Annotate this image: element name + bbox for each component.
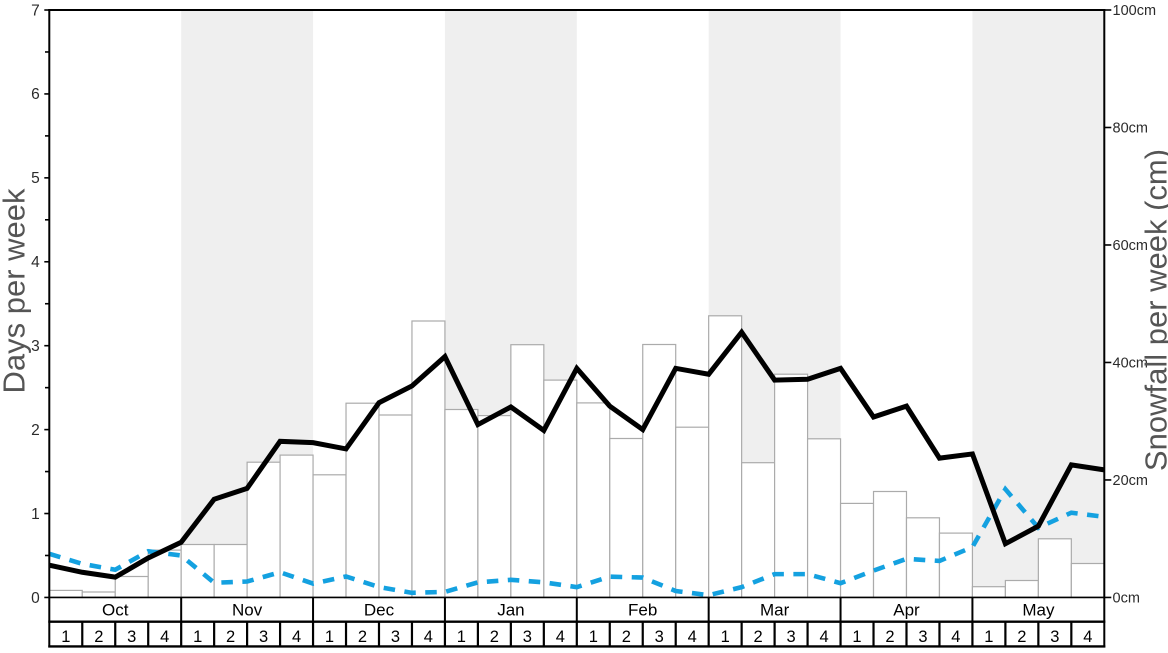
svg-text:2: 2 xyxy=(94,628,103,646)
svg-text:3: 3 xyxy=(391,628,400,646)
svg-text:1: 1 xyxy=(31,506,40,523)
svg-text:May: May xyxy=(1022,601,1055,620)
svg-text:4: 4 xyxy=(688,628,697,646)
svg-text:3: 3 xyxy=(787,628,796,646)
svg-text:0: 0 xyxy=(31,590,40,607)
svg-text:1: 1 xyxy=(721,628,730,646)
svg-text:3: 3 xyxy=(918,628,927,646)
svg-text:4: 4 xyxy=(160,628,169,646)
svg-text:5: 5 xyxy=(31,170,40,187)
svg-text:3: 3 xyxy=(127,628,136,646)
svg-text:1: 1 xyxy=(325,628,334,646)
svg-text:Feb: Feb xyxy=(628,601,657,620)
svg-text:2: 2 xyxy=(490,628,499,646)
svg-text:3: 3 xyxy=(259,628,268,646)
svg-text:7: 7 xyxy=(31,2,40,19)
svg-text:3: 3 xyxy=(655,628,664,646)
svg-text:4: 4 xyxy=(820,628,829,646)
svg-text:1: 1 xyxy=(589,628,598,646)
svg-text:1: 1 xyxy=(984,628,993,646)
svg-text:100cm: 100cm xyxy=(1113,3,1157,19)
svg-text:2: 2 xyxy=(754,628,763,646)
svg-text:4: 4 xyxy=(556,628,565,646)
svg-text:0cm: 0cm xyxy=(1113,591,1140,607)
svg-text:4: 4 xyxy=(951,628,960,646)
svg-text:Days per week: Days per week xyxy=(0,188,32,394)
svg-text:Mar: Mar xyxy=(760,601,790,620)
svg-text:2: 2 xyxy=(31,422,40,439)
svg-text:2: 2 xyxy=(358,628,367,646)
svg-text:1: 1 xyxy=(193,628,202,646)
svg-text:3: 3 xyxy=(523,628,532,646)
svg-text:2: 2 xyxy=(226,628,235,646)
svg-text:20cm: 20cm xyxy=(1113,473,1148,489)
svg-text:4: 4 xyxy=(31,254,40,271)
svg-text:Dec: Dec xyxy=(364,601,395,620)
svg-text:2: 2 xyxy=(885,628,894,646)
svg-text:Jan: Jan xyxy=(497,601,524,620)
svg-text:80cm: 80cm xyxy=(1113,121,1148,137)
svg-text:Apr: Apr xyxy=(893,601,920,620)
svg-text:6: 6 xyxy=(31,86,40,103)
svg-text:3: 3 xyxy=(31,338,40,355)
svg-text:2: 2 xyxy=(622,628,631,646)
svg-text:Snowfall per week (cm): Snowfall per week (cm) xyxy=(1139,149,1168,471)
svg-text:4: 4 xyxy=(424,628,433,646)
svg-text:4: 4 xyxy=(292,628,301,646)
svg-text:Nov: Nov xyxy=(232,601,263,620)
svg-text:3: 3 xyxy=(1050,628,1059,646)
svg-text:1: 1 xyxy=(852,628,861,646)
svg-text:1: 1 xyxy=(61,628,70,646)
svg-text:2: 2 xyxy=(1017,628,1026,646)
svg-text:Oct: Oct xyxy=(102,601,129,620)
svg-text:1: 1 xyxy=(457,628,466,646)
svg-text:4: 4 xyxy=(1083,628,1092,646)
